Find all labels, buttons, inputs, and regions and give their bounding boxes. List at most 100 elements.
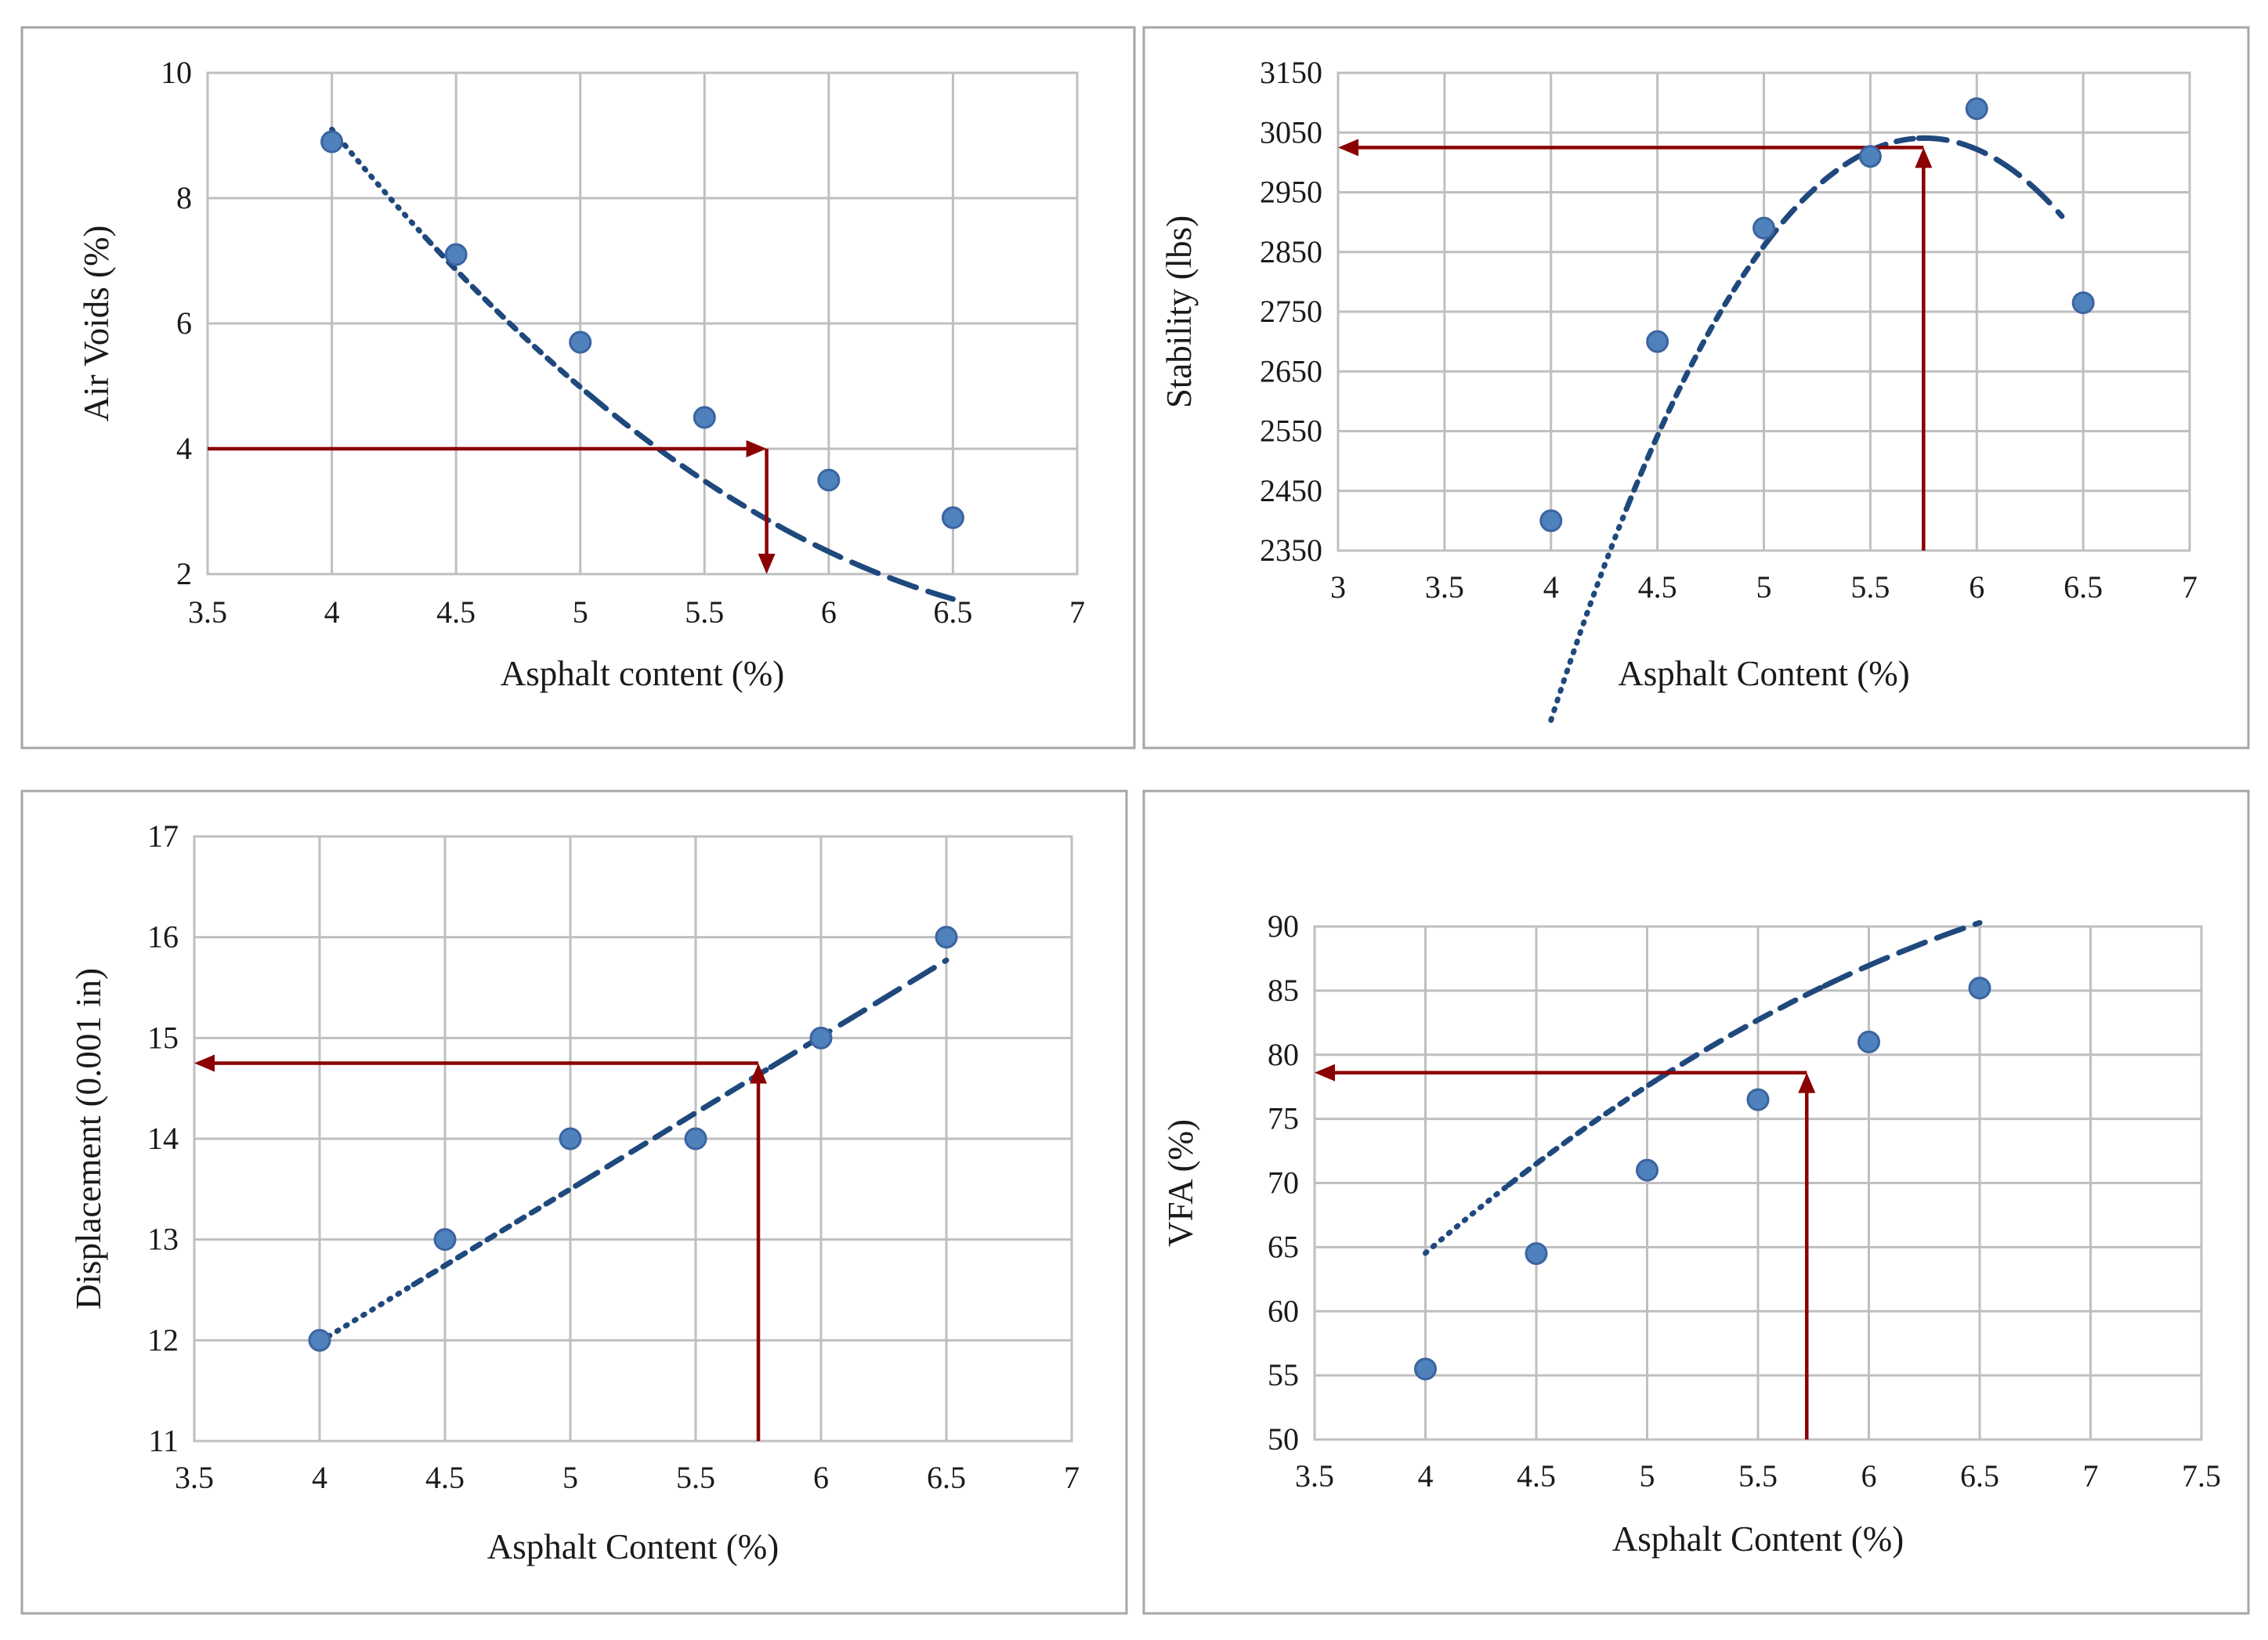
y-tick-label: 90 <box>1268 909 1299 944</box>
trendline-segment <box>1763 135 1922 247</box>
data-point <box>1746 1088 1770 1111</box>
data-point <box>444 243 468 266</box>
y-tick-label: 85 <box>1268 973 1299 1008</box>
trendline-segment <box>590 395 782 529</box>
y-tick-label: 6 <box>176 305 192 341</box>
x-axis-label: Asphalt content (%) <box>501 654 784 693</box>
x-axis-label: Asphalt Content (%) <box>1612 1519 1904 1559</box>
x-axis-label: Asphalt Content (%) <box>1618 654 1909 693</box>
x-tick-label: 6 <box>1861 1458 1877 1494</box>
trendline-segment <box>1821 919 1983 989</box>
y-tick-label: 17 <box>147 818 179 854</box>
x-tick-label: 3 <box>1330 569 1346 605</box>
plot-area <box>1337 71 2191 552</box>
x-tick-label: 7 <box>2182 569 2197 605</box>
y-tick-label: 70 <box>1268 1165 1299 1201</box>
y-tick-label: 2450 <box>1260 473 1322 508</box>
data-point <box>693 406 716 429</box>
trendline-segment <box>1506 1076 1662 1188</box>
y-tick-label: 8 <box>176 180 192 215</box>
y-tick-label: 2850 <box>1260 234 1322 269</box>
y-tick-label: 12 <box>147 1322 179 1357</box>
y-tick-label: 11 <box>148 1423 179 1458</box>
x-tick-label: 3.5 <box>188 594 227 630</box>
guide-arrowhead-left <box>194 1054 215 1072</box>
x-tick-label: 3.5 <box>175 1460 214 1495</box>
y-tick-label: 10 <box>161 55 192 90</box>
x-tick-label: 7 <box>1069 594 1085 630</box>
data-point <box>935 926 958 949</box>
y-tick-label: 50 <box>1268 1421 1299 1457</box>
x-tick-label: 4.5 <box>1638 569 1677 605</box>
data-point <box>1753 216 1775 240</box>
data-point <box>941 506 964 529</box>
y-tick-label: 16 <box>147 919 179 955</box>
trendline-segment <box>1915 135 2065 219</box>
y-tick-label: 2650 <box>1260 353 1322 388</box>
data-point <box>809 1026 833 1049</box>
x-tick-label: 4.5 <box>1517 1458 1556 1494</box>
data-point <box>684 1127 707 1151</box>
data-point <box>1646 330 1669 353</box>
guide-arrowhead-right <box>746 440 767 457</box>
x-tick-label: 6.5 <box>927 1460 966 1495</box>
x-tick-label: 4 <box>1543 569 1559 605</box>
x-axis-label: Asphalt Content (%) <box>487 1527 779 1566</box>
y-axis-label: VFA (%) <box>1161 1119 1200 1247</box>
data-point <box>569 331 592 354</box>
data-point <box>559 1127 582 1151</box>
y-tick-label: 80 <box>1268 1037 1299 1072</box>
x-tick-label: 5 <box>1640 1458 1655 1494</box>
panel-frame-vfa <box>1142 789 2250 1615</box>
trendline-segment <box>776 523 956 602</box>
y-tick-label: 15 <box>147 1020 179 1055</box>
trendline-segment <box>1423 1182 1512 1256</box>
data-point <box>433 1228 457 1252</box>
y-tick-label: 55 <box>1268 1357 1299 1393</box>
x-tick-label: 5.5 <box>1850 569 1890 605</box>
x-tick-label: 5.5 <box>1738 1458 1778 1494</box>
y-tick-label: 2950 <box>1260 175 1322 210</box>
plot-area <box>206 71 1079 576</box>
x-tick-label: 5.5 <box>676 1460 715 1495</box>
x-tick-label: 3.5 <box>1295 1458 1334 1494</box>
x-tick-label: 5 <box>562 1460 578 1495</box>
x-tick-label: 6 <box>813 1460 829 1495</box>
x-tick-label: 5 <box>1756 569 1772 605</box>
data-point <box>320 130 344 154</box>
y-tick-label: 2550 <box>1260 414 1322 449</box>
trendline-segment <box>1655 983 1828 1082</box>
trendline-segment <box>411 1179 586 1288</box>
guide-arrowhead-up <box>750 1063 767 1084</box>
chart-displacement: 3.5 4 4.5 5 5.5 6 6.5 7 11 12 13 14 15 16 17 Asphalt Co… <box>69 818 1080 1566</box>
trendline-segment <box>329 126 428 240</box>
data-point <box>1968 977 1991 1000</box>
y-tick-label: 75 <box>1268 1101 1299 1136</box>
y-tick-label: 60 <box>1268 1293 1299 1328</box>
y-tick-label: 65 <box>1268 1229 1299 1264</box>
x-tick-label: 4 <box>312 1460 327 1495</box>
data-point <box>1539 509 1563 533</box>
data-point <box>817 468 841 492</box>
y-axis-label: Air Voids (%) <box>77 226 116 422</box>
x-tick-label: 6 <box>1969 569 1984 605</box>
guide-arrowhead-up <box>1798 1072 1816 1093</box>
data-point <box>2071 291 2095 315</box>
guide-arrowhead-left <box>1338 139 1358 157</box>
x-tick-label: 5.5 <box>685 594 724 630</box>
y-axis-label: Stability (lbs) <box>1159 215 1199 408</box>
data-point <box>1636 1158 1658 1182</box>
trendline-segment <box>317 1281 417 1345</box>
guide-arrowhead-down <box>758 554 776 574</box>
y-tick-label: 4 <box>176 431 192 466</box>
x-tick-label: 3.5 <box>1425 569 1464 605</box>
y-tick-label: 3150 <box>1260 55 1322 90</box>
y-tick-label: 13 <box>147 1222 179 1257</box>
x-tick-label: 7.5 <box>2182 1458 2221 1494</box>
trendline-segment <box>1625 240 1769 509</box>
data-point <box>1414 1357 1437 1381</box>
trendline-segment <box>580 1064 774 1185</box>
guide-arrowhead-left <box>1315 1064 1335 1082</box>
